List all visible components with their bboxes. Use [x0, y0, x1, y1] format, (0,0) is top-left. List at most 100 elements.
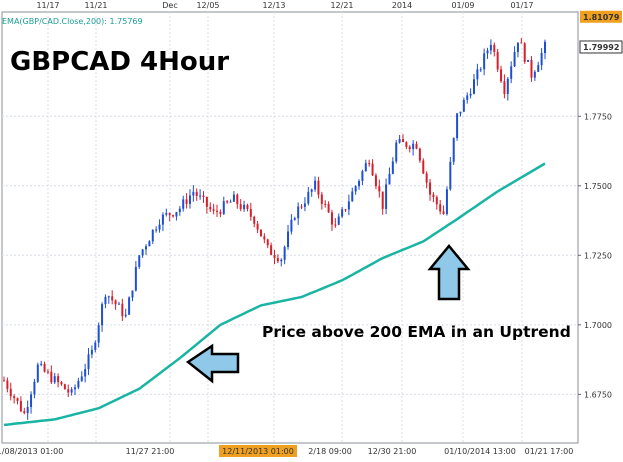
candle [358, 179, 361, 190]
candle-body [276, 258, 279, 262]
candle-body [327, 203, 330, 213]
candle-body [381, 191, 384, 209]
candle-body [347, 201, 350, 210]
bottom-date-label: 2/18 09:00 [308, 447, 352, 456]
candle-body [358, 180, 361, 187]
candle-body [418, 148, 421, 161]
candle-body [466, 95, 469, 100]
candle-body [104, 296, 107, 305]
candle [445, 186, 448, 216]
candle [249, 202, 252, 221]
candle [347, 194, 350, 216]
price-label-box [580, 10, 622, 23]
candle-body [253, 216, 256, 224]
candle-body [489, 44, 492, 51]
candle [219, 209, 222, 218]
candle-body [432, 194, 435, 198]
candle [476, 63, 479, 86]
candle-body [303, 203, 306, 207]
candle-body [259, 229, 262, 237]
candle [486, 47, 489, 59]
top-date-label: 01/17 [510, 1, 533, 10]
candle [456, 112, 459, 141]
candle-body [195, 191, 198, 196]
candle-body [364, 163, 367, 172]
candle [327, 201, 330, 213]
candle [202, 191, 205, 203]
candle-body [90, 349, 93, 355]
candle-body [219, 211, 222, 214]
candle-body [516, 42, 519, 53]
candle [97, 322, 100, 348]
candle [544, 39, 546, 60]
candle [80, 371, 83, 382]
candle [74, 384, 77, 396]
candle-body [67, 389, 70, 393]
candle [172, 214, 175, 218]
candle-body [368, 163, 371, 165]
candle-body [486, 50, 489, 54]
candle [266, 238, 269, 249]
candle-body [111, 296, 114, 301]
candle [70, 387, 73, 396]
candle [165, 208, 168, 217]
top-date-label: Dec [162, 1, 177, 10]
price-label: 1.81079 [583, 13, 620, 22]
candle-body [33, 381, 36, 395]
y-tick-label: 1.6750 [584, 390, 612, 399]
candle-body [151, 229, 154, 242]
ema-legend-label: EMA(GBP/CAD.Close,200): 1.75769 [2, 17, 143, 26]
candle [26, 400, 29, 420]
candle [307, 186, 310, 206]
candle-body [476, 69, 479, 80]
candle [57, 373, 60, 388]
candle [516, 42, 519, 58]
candle [280, 258, 283, 267]
candle [161, 212, 164, 232]
candle-body [459, 111, 462, 114]
candle [483, 48, 486, 76]
candle [43, 361, 46, 373]
candle [212, 203, 215, 215]
plot-border [1, 11, 579, 444]
candle [263, 233, 266, 244]
grid-layer [1, 11, 579, 444]
candle-body [256, 223, 259, 230]
candle-body [442, 211, 445, 215]
candle [337, 213, 340, 226]
candle-body [287, 231, 290, 248]
candle-body [452, 138, 455, 162]
candle [216, 204, 219, 217]
candle-body [77, 380, 80, 388]
candle [513, 46, 516, 67]
candle [246, 203, 249, 212]
candle [496, 48, 499, 73]
y-tick-label: 1.7250 [584, 251, 612, 260]
candle [405, 141, 408, 150]
candle [148, 240, 151, 247]
candle [182, 195, 185, 212]
candle-body [53, 376, 56, 383]
candle-body [121, 303, 124, 317]
candle [94, 340, 97, 353]
candle [121, 298, 124, 322]
candle [128, 296, 131, 315]
candle [500, 65, 503, 83]
ema-layer [3, 162, 546, 427]
candle [131, 290, 134, 302]
candle [276, 254, 279, 264]
candle-body [297, 206, 300, 219]
candle-body [226, 201, 229, 203]
candle [429, 179, 432, 201]
candle-body [527, 59, 530, 62]
candle-body [361, 171, 364, 181]
candle-body [148, 241, 151, 247]
y-tick-label: 1.7500 [584, 182, 612, 191]
candle-body [70, 389, 73, 393]
candle [398, 134, 401, 144]
candle [351, 187, 354, 202]
candle [341, 206, 344, 219]
candle [114, 299, 117, 310]
candle-body [246, 204, 249, 209]
